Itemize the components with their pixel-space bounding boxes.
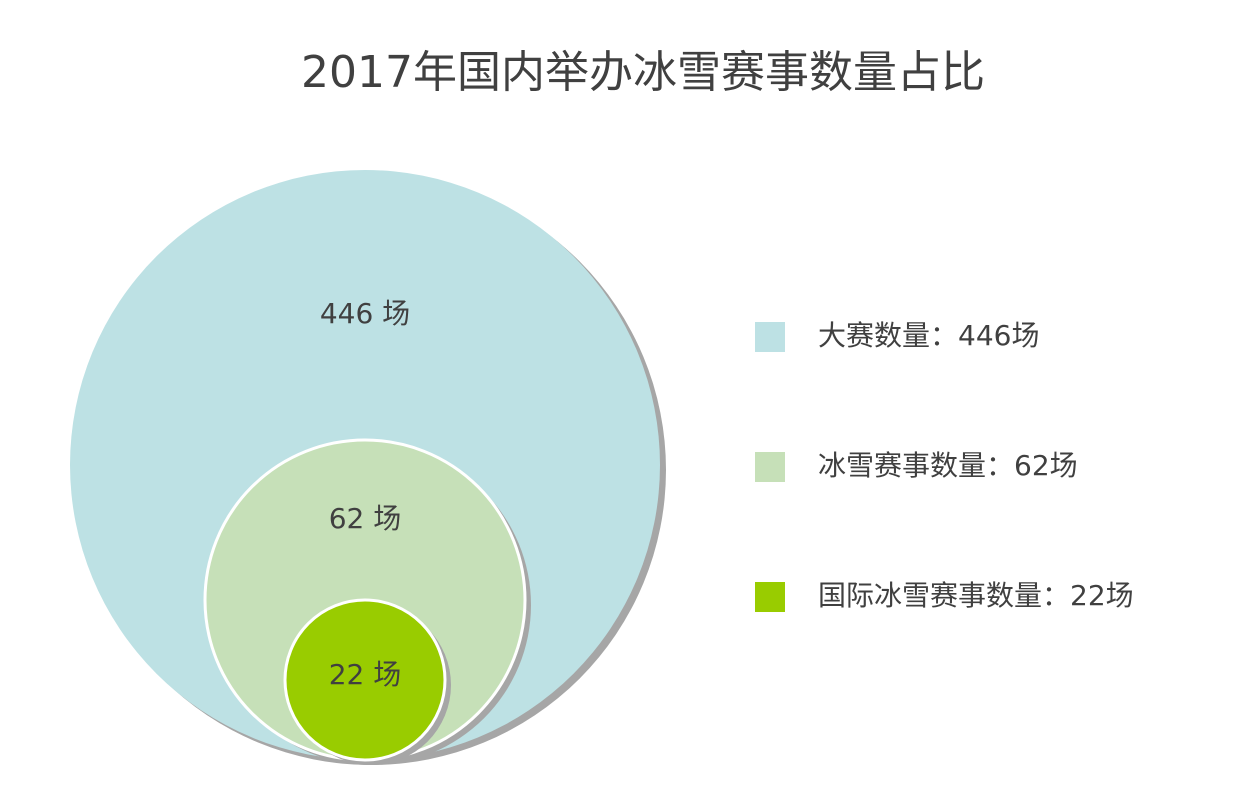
- data-label: 22 场: [329, 658, 402, 691]
- legend-label: 冰雪赛事数量：62场: [818, 449, 1078, 482]
- legend-swatch: [755, 452, 785, 482]
- circle: [283, 598, 447, 762]
- legend-label: 大赛数量：446场: [818, 319, 1039, 352]
- legend-swatch: [755, 582, 785, 612]
- chart-title: 2017年国内举办冰雪赛事数量占比: [301, 47, 985, 98]
- legend-swatch: [755, 322, 785, 352]
- data-label: 446 场: [320, 297, 410, 330]
- data-label: 62 场: [329, 502, 402, 535]
- legend-label: 国际冰雪赛事数量：22场: [818, 579, 1134, 612]
